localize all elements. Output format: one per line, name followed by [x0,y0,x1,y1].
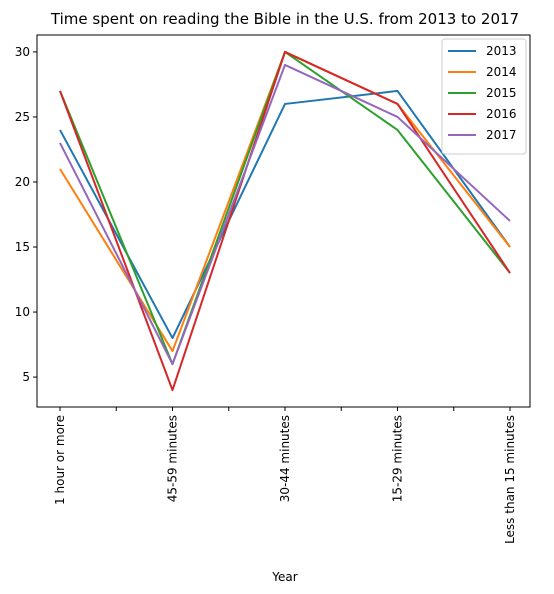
y-tick-label: 30 [15,45,30,59]
legend-label: 2017 [486,128,517,142]
legend-label: 2013 [486,44,517,58]
y-tick-label: 5 [22,370,30,384]
x-tick-label: 1 hour or more [53,415,67,505]
x-tick-label: 30-44 minutes [278,415,292,502]
legend-label: 2014 [486,65,517,79]
axes-frame [36,34,531,408]
plot-area: 5 10 15 20 25 30 1 hour or more 45-59 minutes 30… [15,34,531,544]
x-tick-label: Less than 15 minutes [503,415,517,544]
chart-title: Time spent on reading the Bible in the U… [50,10,519,28]
x-tick-label: 15-29 minutes [391,415,405,502]
y-tick-label: 20 [15,175,30,189]
legend-label: 2015 [486,86,517,100]
legend: 2013 2014 2015 2016 2017 [441,38,527,155]
y-tick-label: 25 [15,110,30,124]
series-line-2013 [59,89,511,340]
legend-box [441,38,527,155]
x-axis-label: Year [271,570,297,584]
y-tick-label: 10 [15,305,30,319]
legend-label: 2016 [486,107,517,121]
series-line-2017 [59,63,511,366]
y-tick-label: 15 [15,240,30,254]
x-tick-label: 45-59 minutes [166,415,180,502]
